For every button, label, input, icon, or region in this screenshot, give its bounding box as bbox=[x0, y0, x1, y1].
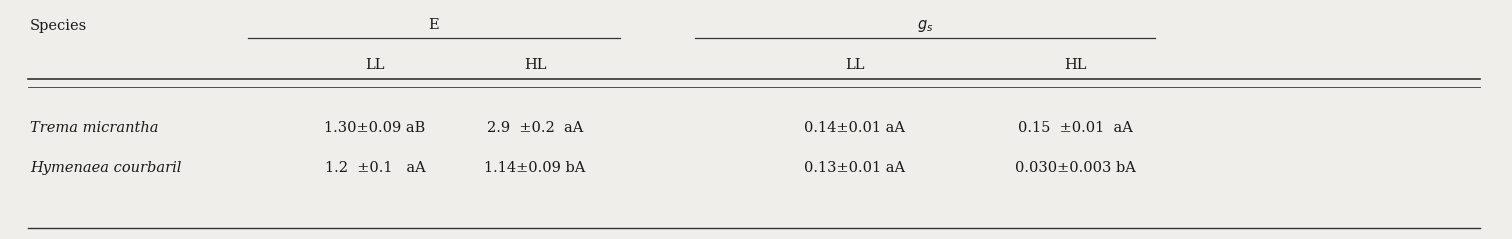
Text: HL: HL bbox=[523, 58, 546, 72]
Text: HL: HL bbox=[1064, 58, 1086, 72]
Text: 0.030±0.003 bA: 0.030±0.003 bA bbox=[1015, 161, 1136, 175]
Text: 0.15  ±0.01  aA: 0.15 ±0.01 aA bbox=[1018, 121, 1132, 135]
Text: Species: Species bbox=[30, 19, 88, 33]
Text: LL: LL bbox=[366, 58, 384, 72]
Text: 1.14±0.09 bA: 1.14±0.09 bA bbox=[484, 161, 585, 175]
Text: 1.2  ±0.1   aA: 1.2 ±0.1 aA bbox=[325, 161, 425, 175]
Text: LL: LL bbox=[845, 58, 865, 72]
Text: Hymenaea courbaril: Hymenaea courbaril bbox=[30, 161, 181, 175]
Text: 1.30±0.09 aB: 1.30±0.09 aB bbox=[325, 121, 425, 135]
Text: 0.13±0.01 aA: 0.13±0.01 aA bbox=[804, 161, 906, 175]
Text: Trema micrantha: Trema micrantha bbox=[30, 121, 159, 135]
Text: E: E bbox=[429, 18, 440, 32]
Text: 2.9  ±0.2  aA: 2.9 ±0.2 aA bbox=[487, 121, 584, 135]
Text: $g_s$: $g_s$ bbox=[916, 18, 933, 34]
Text: 0.14±0.01 aA: 0.14±0.01 aA bbox=[804, 121, 906, 135]
